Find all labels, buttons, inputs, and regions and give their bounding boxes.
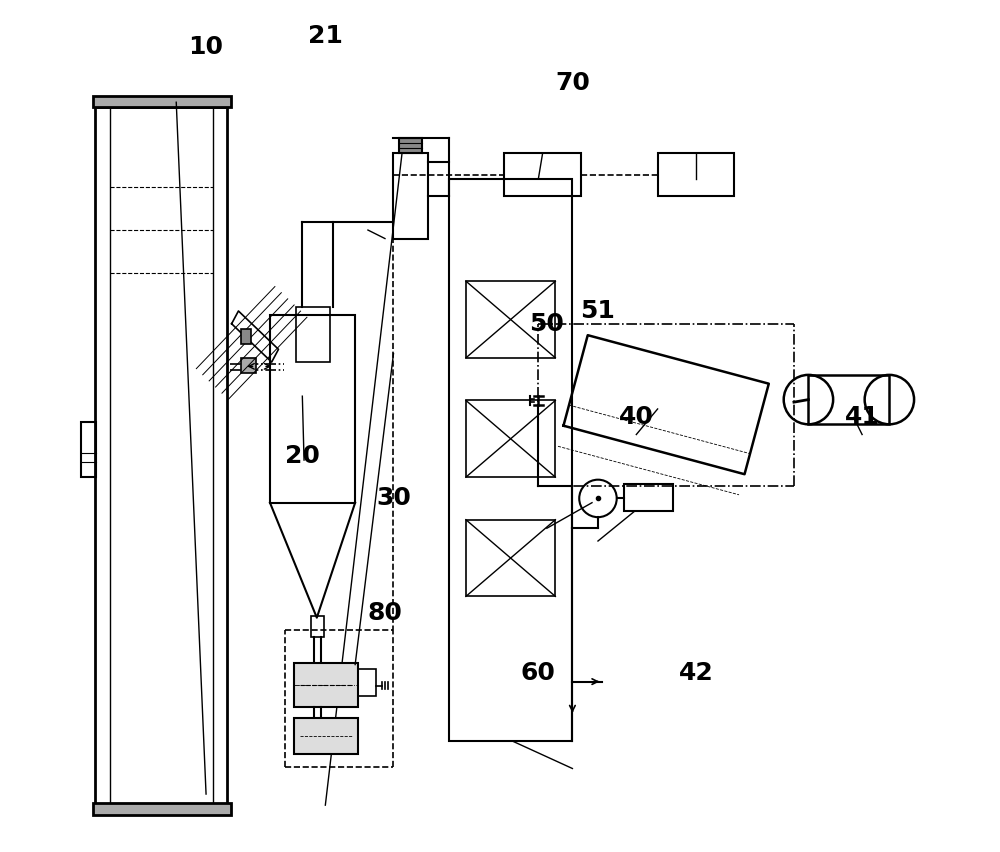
Text: 51: 51 (581, 299, 615, 323)
Text: 42: 42 (679, 661, 713, 685)
Text: 21: 21 (308, 24, 343, 48)
Bar (624, 484, 673, 511)
Bar (466, 281, 555, 358)
Text: 80: 80 (368, 602, 402, 625)
Bar (311, 616, 324, 637)
Bar (808, 375, 889, 424)
Bar (658, 153, 734, 196)
Text: 60: 60 (521, 661, 556, 685)
Bar (294, 718, 358, 754)
Bar (466, 520, 555, 596)
Bar (241, 329, 251, 344)
Text: 30: 30 (376, 486, 411, 510)
Bar (81, 422, 96, 477)
Text: 10: 10 (189, 35, 224, 59)
Text: 70: 70 (555, 72, 590, 95)
Bar (466, 400, 555, 477)
Bar (504, 153, 581, 196)
Bar (241, 358, 256, 373)
Bar (270, 315, 355, 503)
Bar (358, 669, 376, 696)
Text: 20: 20 (285, 444, 320, 468)
Bar (93, 96, 231, 106)
Text: 41: 41 (845, 406, 880, 429)
Text: 40: 40 (619, 406, 654, 429)
Bar (93, 803, 231, 815)
Bar (449, 179, 572, 741)
Bar (95, 106, 227, 805)
Bar (393, 153, 428, 239)
Bar (399, 138, 422, 153)
Text: 50: 50 (529, 312, 564, 336)
Bar (294, 663, 358, 707)
Bar (296, 307, 330, 362)
